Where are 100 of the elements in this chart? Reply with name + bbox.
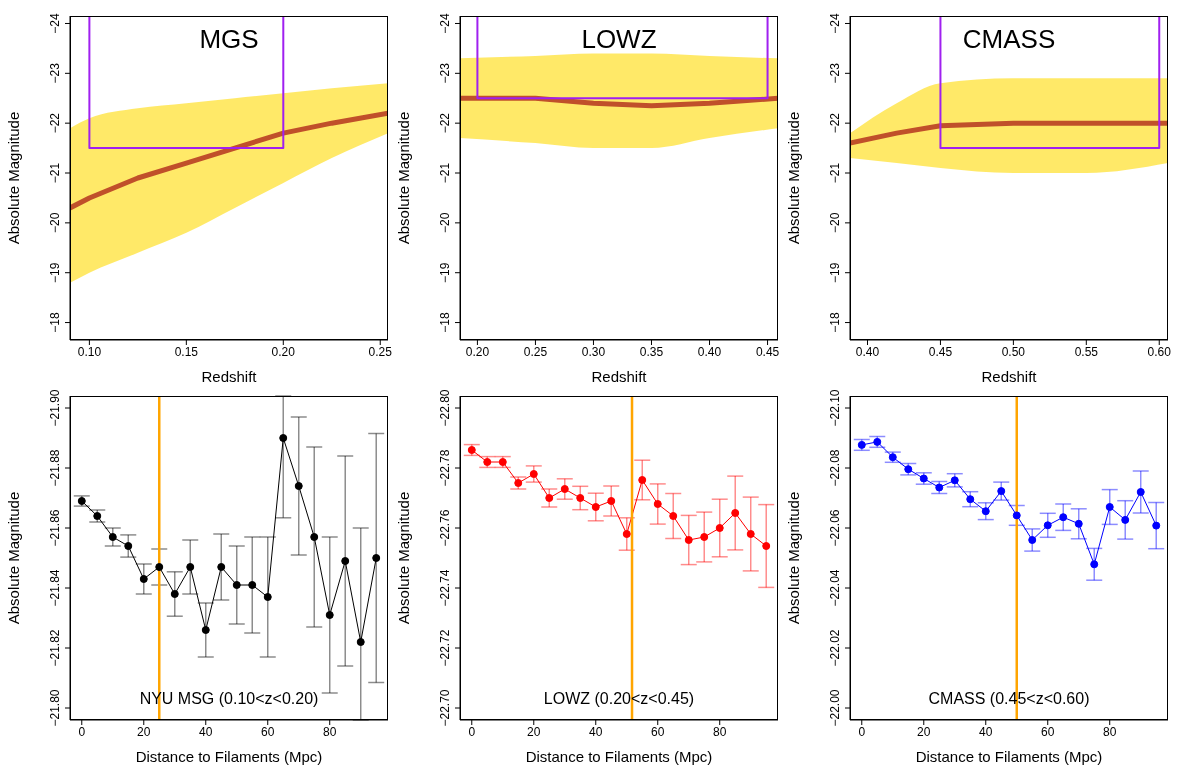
point xyxy=(498,458,507,466)
point xyxy=(888,453,897,462)
y-axis-title: Absolute Magnitude xyxy=(5,491,23,625)
point xyxy=(139,575,148,583)
x-tick-label: 0.45 xyxy=(928,344,953,359)
point xyxy=(607,497,616,505)
x-tick-label: 80 xyxy=(713,724,727,739)
point xyxy=(545,494,554,502)
point xyxy=(857,440,866,449)
point xyxy=(310,533,319,541)
x-tick-label: 0.30 xyxy=(581,344,606,359)
point xyxy=(279,434,288,442)
x-tick-label: 20 xyxy=(527,724,541,739)
point xyxy=(638,476,647,484)
point xyxy=(263,593,272,601)
point xyxy=(684,536,693,544)
y-tick-label: −22.70 xyxy=(438,689,452,727)
y-tick-label: −22.72 xyxy=(438,629,452,667)
y-tick-label: −18 xyxy=(438,312,452,333)
point xyxy=(715,524,724,532)
y-tick-label: −21.88 xyxy=(48,449,62,487)
x-tick-label: 0 xyxy=(468,724,476,739)
y-tick-label: −18 xyxy=(828,312,842,333)
point xyxy=(356,638,365,646)
y-tick-label: −22.76 xyxy=(438,509,452,547)
point xyxy=(576,494,585,502)
x-axis-title: Distance to Filaments (Mpc) xyxy=(525,748,713,765)
point xyxy=(873,437,882,446)
y-tick-label: −21.84 xyxy=(48,569,62,607)
y-tick-label: −23 xyxy=(48,62,62,84)
point xyxy=(514,479,523,487)
x-tick-label: 40 xyxy=(979,724,993,739)
x-axis-title: Redshift xyxy=(981,368,1038,385)
x-tick-label: 20 xyxy=(137,724,151,739)
y-tick-label: −22.74 xyxy=(438,569,452,607)
point xyxy=(186,563,195,571)
point xyxy=(232,581,241,589)
point xyxy=(1028,536,1037,544)
y-tick-label: −22.78 xyxy=(438,449,452,487)
point xyxy=(1152,521,1161,530)
point xyxy=(248,581,257,589)
point xyxy=(372,554,381,562)
y-tick-label: −24 xyxy=(438,12,452,34)
y-tick-label: −22.06 xyxy=(828,509,842,547)
y-tick-label: −21.90 xyxy=(48,389,62,427)
point xyxy=(1105,503,1114,511)
point xyxy=(170,590,179,598)
y-tick-label: −22 xyxy=(48,112,62,134)
point xyxy=(93,512,102,520)
y-tick-label: −20 xyxy=(48,212,62,234)
annotation: LOWZ xyxy=(580,24,658,55)
point xyxy=(325,611,334,619)
point xyxy=(1090,560,1099,569)
x-tick-label: 0.25 xyxy=(523,344,548,359)
point xyxy=(124,542,133,550)
y-tick-label: −22.08 xyxy=(828,449,842,487)
point xyxy=(700,533,709,541)
point xyxy=(966,495,975,504)
point xyxy=(294,482,303,490)
x-tick-label: 0.60 xyxy=(1147,344,1172,359)
point xyxy=(155,563,164,571)
x-tick-label: 0 xyxy=(78,724,86,739)
point xyxy=(77,497,86,505)
point xyxy=(1059,513,1068,522)
point xyxy=(1121,515,1130,524)
y-tick-label: −21 xyxy=(438,162,452,184)
x-axis-title: Distance to Filaments (Mpc) xyxy=(915,748,1103,765)
point xyxy=(560,485,569,493)
y-tick-label: −24 xyxy=(828,12,842,34)
point xyxy=(201,626,210,634)
y-tick-label: −21 xyxy=(48,162,62,184)
x-tick-label: 0.25 xyxy=(368,344,393,359)
y-tick-label: −22.02 xyxy=(828,629,842,667)
y-axis-title: Absolute Magnitude xyxy=(395,491,413,625)
x-tick-label: 60 xyxy=(651,724,665,739)
y-tick-label: −22.00 xyxy=(828,689,842,727)
x-tick-label: 80 xyxy=(323,724,337,739)
point xyxy=(483,458,492,466)
y-tick-label: −21.86 xyxy=(48,509,62,547)
x-tick-label: 0.20 xyxy=(465,344,490,359)
x-tick-label: 0.20 xyxy=(271,344,296,359)
point xyxy=(529,470,538,478)
point xyxy=(669,512,678,520)
y-tick-label: −21.80 xyxy=(48,689,62,727)
point xyxy=(950,476,959,485)
x-tick-label: 40 xyxy=(589,724,603,739)
point xyxy=(341,557,350,565)
x-tick-label: 60 xyxy=(261,724,275,739)
x-tick-label: 0 xyxy=(858,724,866,739)
y-axis-title: Absolute Magnitude xyxy=(5,111,23,245)
y-tick-label: −22.80 xyxy=(438,389,452,427)
point xyxy=(591,503,600,511)
point xyxy=(935,483,944,492)
point xyxy=(762,542,771,550)
x-tick-label: 80 xyxy=(1103,724,1117,739)
point xyxy=(1074,519,1083,528)
point xyxy=(997,487,1006,496)
x-tick-label: 0.10 xyxy=(77,344,102,359)
point xyxy=(1136,488,1145,496)
x-axis-title: Redshift xyxy=(591,368,648,385)
